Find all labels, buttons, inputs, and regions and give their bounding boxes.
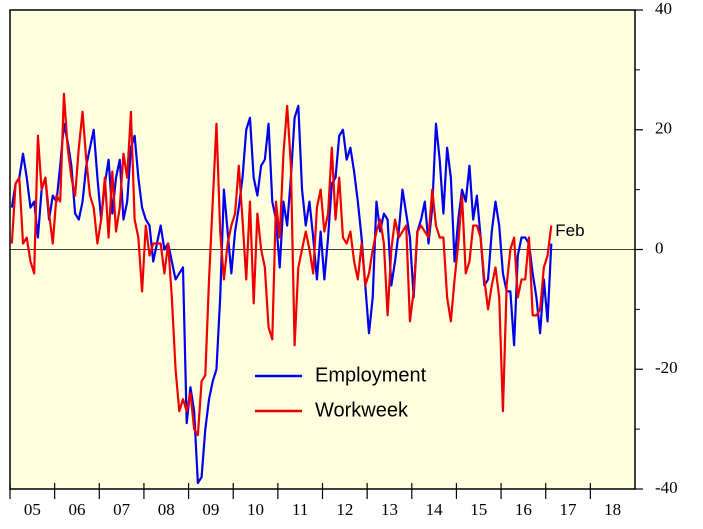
x-tick-label: 16: [515, 500, 532, 519]
series-line: [10, 92, 553, 437]
y-tick-label: -40: [655, 478, 678, 497]
x-tick-label: 09: [202, 500, 219, 519]
x-tick-label: 05: [24, 500, 41, 519]
x-tick-label: 07: [113, 500, 131, 519]
x-tick-label: 12: [336, 500, 353, 519]
x-tick-label: 06: [68, 500, 85, 519]
y-tick-label: 20: [655, 119, 672, 138]
x-tick-label: 15: [470, 500, 487, 519]
x-tick-label: 08: [158, 500, 175, 519]
x-tick-label: 14: [426, 500, 444, 519]
x-tick-label: 18: [604, 500, 621, 519]
x-tick-label: 10: [247, 500, 264, 519]
x-tick-label: 17: [560, 500, 578, 519]
y-tick-label: -20: [655, 358, 678, 377]
x-tick-label: 11: [292, 500, 308, 519]
y-tick-label: 40: [655, 0, 672, 18]
x-tick-label: 13: [381, 500, 398, 519]
y-tick-label: 0: [655, 238, 664, 257]
annotation: Feb: [555, 221, 584, 240]
legend-label: Employment: [315, 364, 427, 386]
legend-label: Workweek: [315, 399, 409, 421]
